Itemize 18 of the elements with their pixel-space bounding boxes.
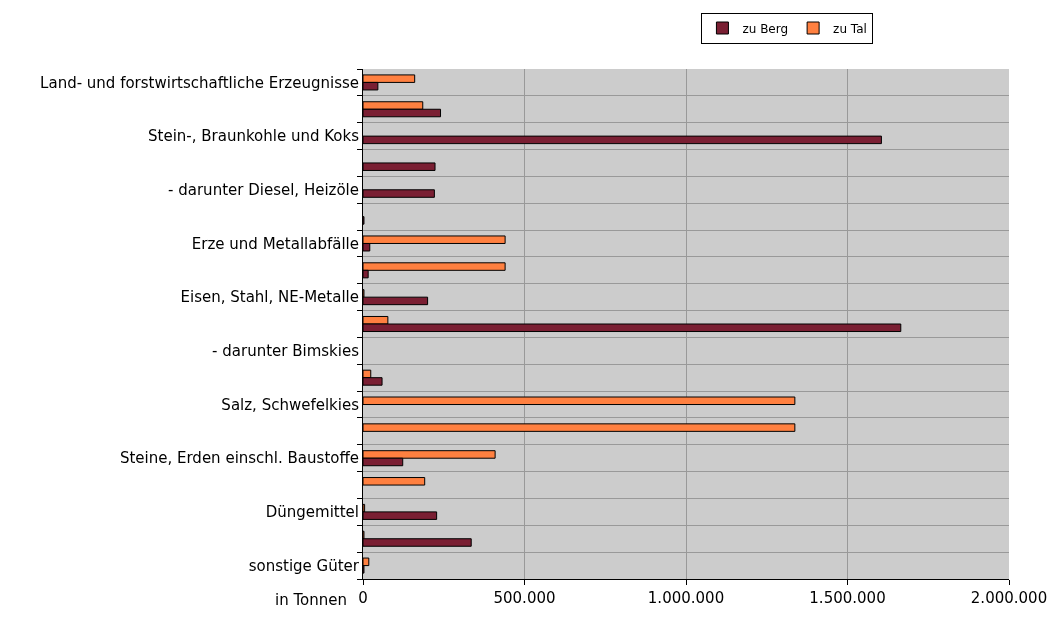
y-tick-label: - darunter Bimskies [212,342,360,361]
y-tick-label: Eisen, Stahl, NE-Metalle [180,288,359,307]
y-tick-label: sonstige Güter [248,556,360,575]
x-tick-label: 500.000 [493,589,556,607]
y-tick-label: Steine, Erden einschl. Baustoffe [119,449,359,468]
x-tick-label: 2.000.000 [970,589,1048,607]
x-tick-label: 1.000.000 [647,589,725,607]
y-tick-label: - darunter Diesel, Heizöle [168,181,359,200]
x-axis-title: in Tonnen [275,591,347,609]
legend-label: zu Berg [742,21,789,36]
legend-label: zu Tal [833,21,867,36]
y-tick-label: Salz, Schwefelkies [221,395,360,414]
x-tick-label: 0 [358,589,368,607]
y-tick-label: Stein-, Braunkohle und Koks [148,127,360,146]
y-tick-label: Düngemittel [265,503,359,522]
y-tick-label: Land- und forstwirtschaftliche Erzeugnisse [40,73,359,92]
y-tick-label: Erze und Metallabfälle [191,234,359,253]
x-tick-label: 1.500.000 [809,589,886,607]
